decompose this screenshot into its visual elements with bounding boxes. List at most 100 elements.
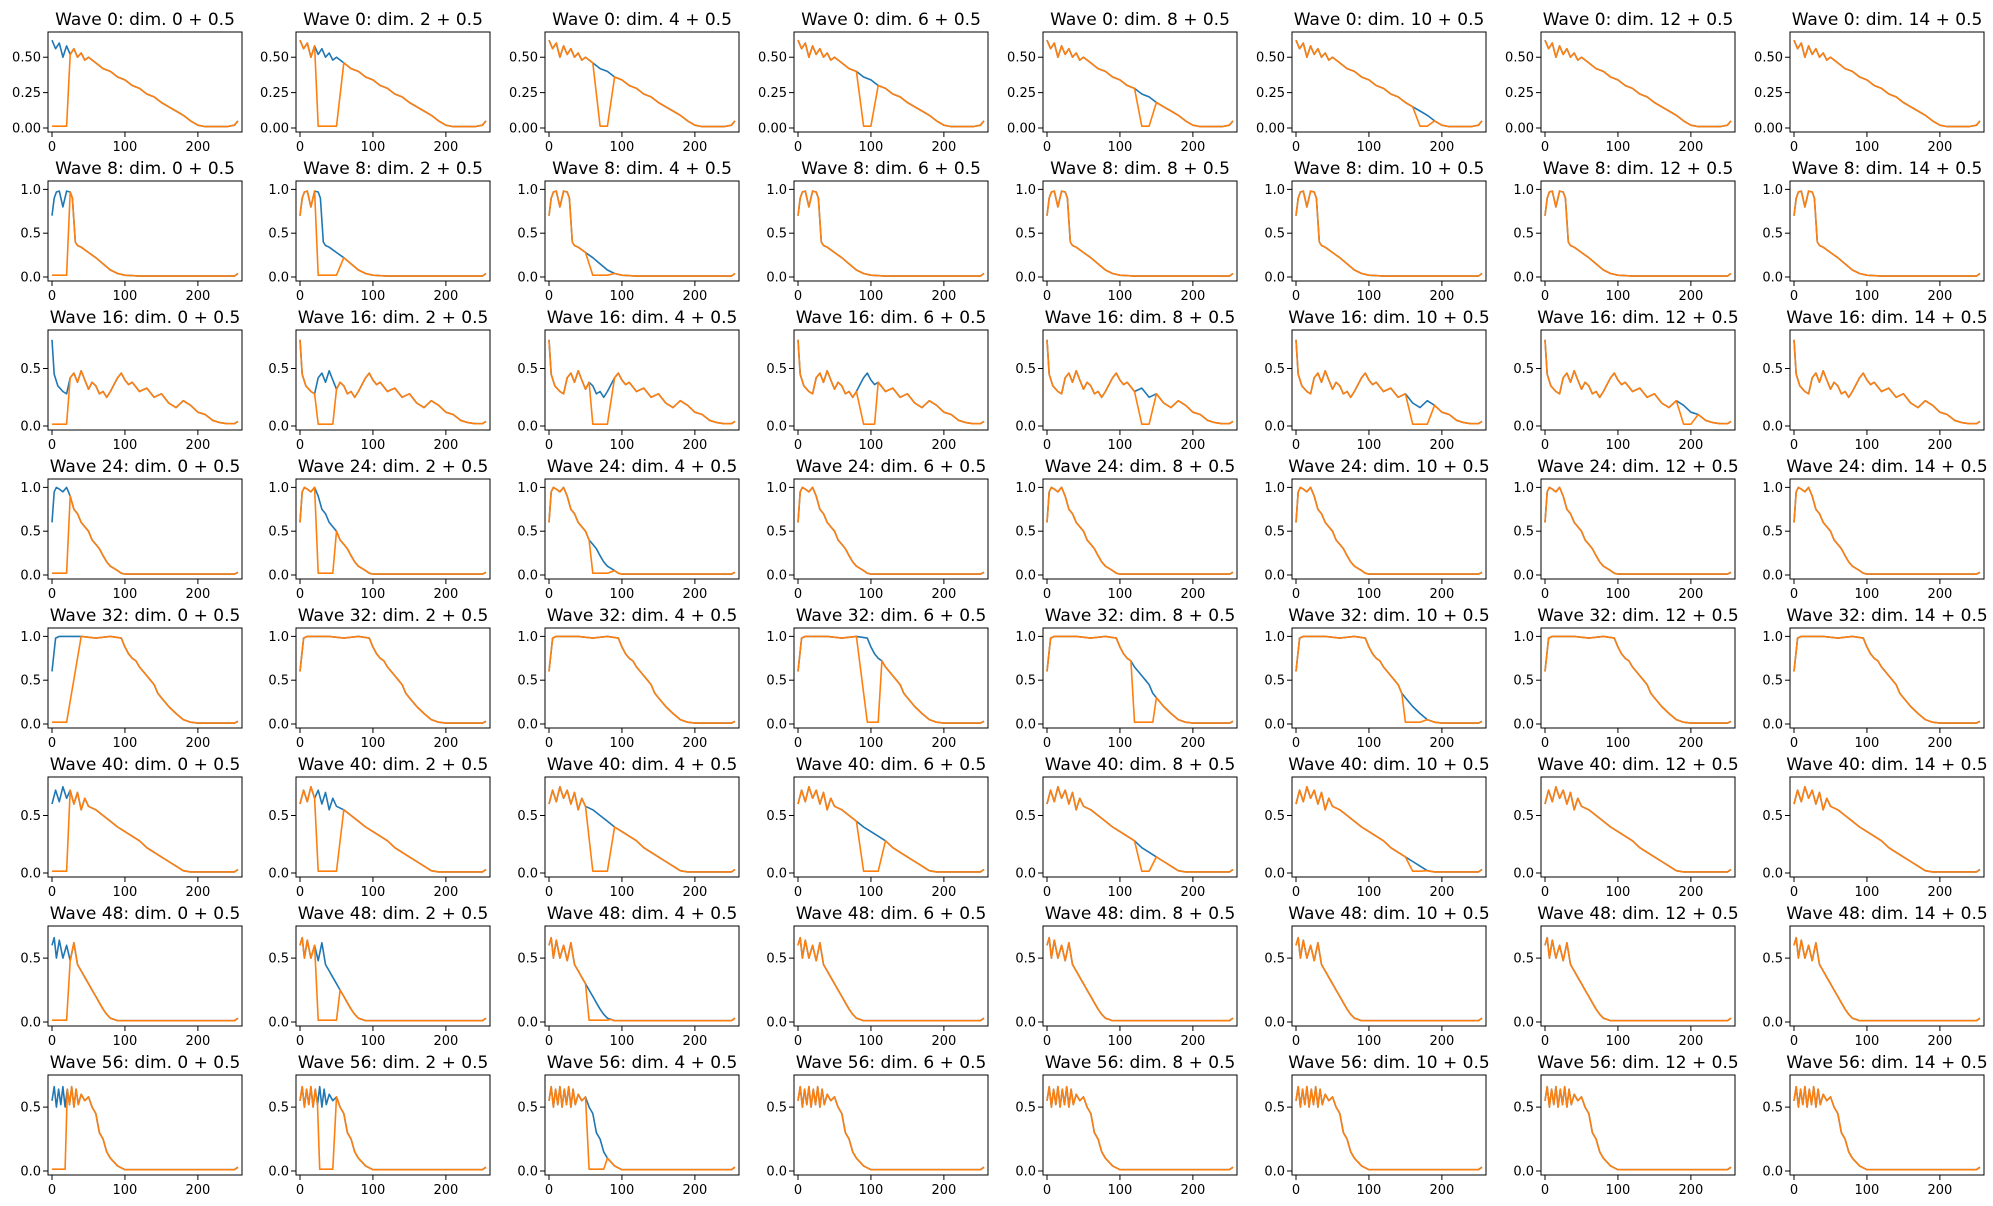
plot-frame [544, 31, 740, 133]
x-tick-label: 200 [1678, 289, 1703, 304]
series-original-line [548, 39, 736, 128]
x-tick-label: 200 [1429, 587, 1454, 602]
x-tick-label: 0 [48, 438, 56, 453]
subplot-title: Wave 8: dim. 8 + 0.5 [1050, 159, 1230, 179]
y-tick-label: 0.25 [12, 86, 41, 101]
x-tick-label: 100 [859, 140, 884, 155]
x-tick-label: 100 [1108, 289, 1133, 304]
subplot-32-1: Wave 32: dim. 2 + 0.5 0 100 200 0.0 0.5 1.0 [268, 606, 491, 751]
x-tick-label: 100 [610, 1034, 635, 1049]
series-original-line [1544, 786, 1732, 873]
subplot-24-6: Wave 24: dim. 12 + 0.5 0 100 200 0.0 0.5 1.0 [1513, 457, 1738, 602]
series-modified-line [1295, 486, 1483, 575]
subplot-title: Wave 24: dim. 2 + 0.5 [298, 457, 489, 477]
y-tick-label: 0.0 [766, 420, 787, 435]
y-tick-label: 0.5 [1762, 952, 1783, 967]
series-original-line [299, 1085, 487, 1171]
series-original-line [1544, 635, 1732, 724]
series-original-line [1295, 486, 1483, 575]
y-tick-label: 0.5 [1762, 525, 1783, 540]
x-tick-label: 100 [1855, 438, 1880, 453]
subplot-title: Wave 32: dim. 0 + 0.5 [50, 606, 241, 626]
x-tick-label: 200 [185, 289, 210, 304]
subplot-32-7: Wave 32: dim. 14 + 0.5 0 100 200 0.0 0.5 1.0 [1762, 606, 1987, 751]
subplot-0-5: Wave 0: dim. 10 + 0.5 0 100 200 0.00 0.25 0.50 [1256, 10, 1487, 155]
y-tick-label: 0.5 [20, 227, 41, 242]
subplot-0-6: Wave 0: dim. 12 + 0.5 0 100 200 0.00 0.25 0.50 [1505, 10, 1736, 155]
x-tick-label: 0 [1541, 1034, 1549, 1049]
plot-frame [793, 31, 989, 133]
y-tick-label: 0.5 [517, 952, 538, 967]
subplot-48-5: Wave 48: dim. 10 + 0.5 0 100 200 0.0 0.5 [1264, 904, 1489, 1049]
x-tick-label: 100 [610, 736, 635, 751]
x-tick-label: 0 [1292, 736, 1300, 751]
x-tick-label: 0 [1541, 438, 1549, 453]
y-tick-label: 0.0 [1264, 867, 1285, 882]
series-original-line [51, 486, 239, 575]
series-original-line [1544, 339, 1732, 425]
subplot-0-0: Wave 0: dim. 0 + 0.5 0 100 200 0.00 0.25 0.50 [12, 10, 243, 155]
x-tick-label: 100 [113, 1183, 138, 1198]
subplot-title: Wave 24: dim. 12 + 0.5 [1537, 457, 1738, 477]
y-tick-label: 0.0 [1762, 1016, 1783, 1031]
series-modified-line [299, 1085, 487, 1171]
y-tick-label: 0.0 [1015, 867, 1036, 882]
subplot-8-3: Wave 8: dim. 6 + 0.5 0 100 200 0.0 0.5 1.0 [766, 159, 989, 304]
x-tick-label: 200 [1180, 1034, 1205, 1049]
subplot-40-6: Wave 40: dim. 12 + 0.5 0 100 200 0.0 0.5 [1513, 755, 1738, 900]
series-modified-line [52, 47, 239, 128]
x-tick-label: 200 [1927, 736, 1952, 751]
series-modified-line [299, 339, 487, 425]
y-tick-label: 0.5 [268, 1101, 289, 1116]
subplot-title: Wave 32: dim. 14 + 0.5 [1786, 606, 1987, 626]
subplot-title: Wave 56: dim. 0 + 0.5 [50, 1053, 241, 1073]
series-modified-line [52, 495, 239, 575]
y-tick-label: 1.0 [766, 630, 787, 645]
y-tick-label: 0.5 [1264, 525, 1285, 540]
series-modified-line [52, 789, 239, 873]
x-tick-label: 100 [1108, 736, 1133, 751]
x-tick-label: 200 [931, 140, 956, 155]
x-tick-label: 0 [1043, 885, 1051, 900]
series-modified-line [797, 190, 985, 277]
plot-frame [793, 627, 989, 729]
x-tick-label: 100 [1108, 140, 1133, 155]
x-tick-label: 0 [296, 1034, 304, 1049]
subplot-8-1: Wave 8: dim. 2 + 0.5 0 100 200 0.0 0.5 1.0 [268, 159, 491, 304]
x-tick-label: 100 [859, 289, 884, 304]
subplot-40-2: Wave 40: dim. 4 + 0.5 0 100 200 0.0 0.5 [517, 755, 740, 900]
plot-frame [1789, 329, 1985, 431]
x-tick-label: 0 [794, 140, 802, 155]
y-tick-label: 0.00 [758, 122, 787, 137]
x-tick-label: 200 [1180, 1183, 1205, 1198]
x-tick-label: 100 [610, 1183, 635, 1198]
subplot-title: Wave 48: dim. 14 + 0.5 [1786, 904, 1987, 924]
x-tick-label: 0 [1043, 1183, 1051, 1198]
x-tick-label: 200 [682, 438, 707, 453]
y-tick-label: 1.0 [766, 481, 787, 496]
y-tick-label: 0.5 [1513, 525, 1534, 540]
x-tick-label: 0 [1790, 1034, 1798, 1049]
y-tick-label: 0.5 [1762, 674, 1783, 689]
y-tick-label: 0.5 [1762, 227, 1783, 242]
x-tick-label: 0 [1790, 140, 1798, 155]
series-original-line [51, 39, 239, 128]
plot-frame [295, 478, 491, 580]
x-tick-label: 100 [859, 736, 884, 751]
x-tick-label: 0 [48, 289, 56, 304]
series-original-line [548, 786, 736, 873]
plot-frame [47, 925, 243, 1027]
x-tick-label: 0 [48, 885, 56, 900]
y-tick-label: 0.0 [766, 271, 787, 286]
y-tick-label: 0.5 [268, 227, 289, 242]
y-tick-label: 0.5 [1264, 362, 1285, 377]
y-tick-label: 1.0 [20, 183, 41, 198]
series-original-line [797, 39, 985, 128]
series-original-line [51, 936, 239, 1022]
y-tick-label: 1.0 [1015, 630, 1036, 645]
x-tick-label: 0 [1292, 587, 1300, 602]
subplot-48-6: Wave 48: dim. 12 + 0.5 0 100 200 0.0 0.5 [1513, 904, 1738, 1049]
series-original-line [1793, 635, 1981, 724]
series-modified-line [548, 635, 736, 724]
